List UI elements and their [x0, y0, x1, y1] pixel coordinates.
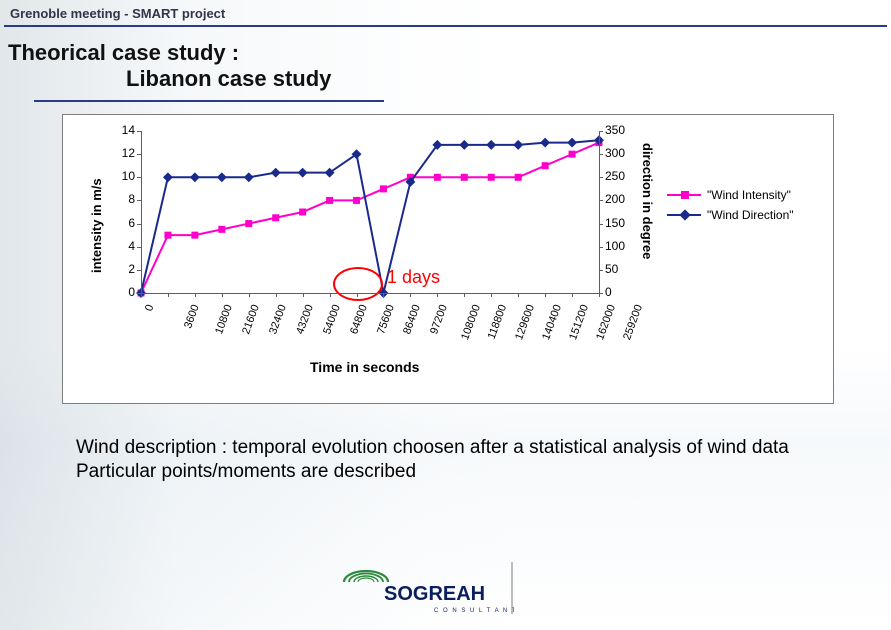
x-tick-label: 54000 [321, 303, 343, 336]
x-tick-label: 162000 [594, 303, 618, 342]
header-text: Grenoble meeting - SMART project [4, 4, 887, 25]
x-tick-label: 64800 [348, 303, 370, 336]
series-marker [567, 138, 577, 148]
y-left-tick-label: 8 [109, 192, 135, 206]
body-text: Wind description : temporal evolution ch… [76, 436, 856, 485]
series-marker [486, 140, 496, 150]
y-right-tick-label: 250 [605, 169, 639, 183]
series-marker [244, 172, 254, 182]
series-marker [353, 197, 360, 204]
series-marker [569, 151, 576, 158]
series-marker [217, 172, 227, 182]
y-left-tick-label: 14 [109, 123, 135, 137]
wind-chart: intensity in m/s direction in degree Tim… [62, 114, 834, 404]
y-right-tick-label: 300 [605, 146, 639, 160]
x-tick-label: 21600 [240, 303, 262, 336]
y-left-tick-label: 12 [109, 146, 135, 160]
series-marker [380, 185, 387, 192]
series-marker [434, 174, 441, 181]
series-marker [164, 232, 171, 239]
x-tick-label: 75600 [375, 303, 397, 336]
x-tick-label: 129600 [513, 303, 537, 342]
slide-title: Theorical case study : Libanon case stud… [8, 40, 331, 92]
sogreah-logo: SOGREAH C O N S U L T A N T S [338, 556, 514, 616]
svg-text:C O N S U L T A N T S: C O N S U L T A N T S [434, 608, 514, 614]
x-tick-label: 140400 [540, 303, 564, 342]
y-right-tick-label: 0 [605, 285, 639, 299]
series-marker [513, 140, 523, 150]
legend-item: "Wind Intensity" [667, 185, 794, 205]
chart-legend: "Wind Intensity" "Wind Direction" [667, 185, 794, 225]
series-marker [245, 220, 252, 227]
x-tick-label: 43200 [294, 303, 316, 336]
x-tick-label: 108000 [460, 303, 484, 342]
series-marker [163, 172, 173, 182]
legend-label: "Wind Intensity" [707, 188, 791, 202]
annotation-label: 1 days [387, 267, 440, 288]
y-left-tick-label: 6 [109, 216, 135, 230]
series-marker [461, 174, 468, 181]
annotation-oval [333, 267, 383, 301]
slide-header: Grenoble meeting - SMART project [4, 4, 887, 27]
series-marker [298, 168, 308, 178]
body-paragraph-1: Wind description : temporal evolution ch… [76, 436, 856, 460]
x-tick-label: 259200 [621, 303, 645, 342]
x-tick-label: 32400 [267, 303, 289, 336]
y-right-tick-label: 350 [605, 123, 639, 137]
title-line-2: Libanon case study [126, 66, 331, 92]
title-underline [34, 100, 384, 102]
series-marker [326, 197, 333, 204]
x-tick-label: 10800 [213, 303, 235, 336]
x-tick-label: 97200 [429, 303, 451, 336]
series-marker [218, 226, 225, 233]
series-marker [542, 162, 549, 169]
svg-text:SOGREAH: SOGREAH [384, 583, 485, 605]
series-marker [540, 138, 550, 148]
header-rule [4, 25, 887, 27]
y-right-tick-label: 100 [605, 239, 639, 253]
x-tick-label: 0 [143, 303, 156, 313]
y-left-axis-title: intensity in m/s [89, 178, 104, 273]
series-marker [271, 168, 281, 178]
series-marker [515, 174, 522, 181]
x-axis-title: Time in seconds [310, 359, 419, 375]
x-tick-label: 151200 [567, 303, 591, 342]
x-tick-label: 3600 [182, 303, 202, 330]
y-left-tick-label: 10 [109, 169, 135, 183]
series-marker [459, 140, 469, 150]
y-left-tick-label: 2 [109, 262, 135, 276]
x-tick-label: 86400 [402, 303, 424, 336]
x-tick-label: 118800 [486, 303, 510, 341]
series-marker [191, 232, 198, 239]
title-line-1: Theorical case study : [8, 40, 331, 66]
y-right-tick-label: 50 [605, 262, 639, 276]
series-marker [190, 172, 200, 182]
legend-swatch [667, 208, 701, 222]
y-right-tick-label: 200 [605, 192, 639, 206]
legend-swatch [667, 188, 701, 202]
y-left-tick-label: 4 [109, 239, 135, 253]
body-paragraph-2: Particular points/moments are described [76, 460, 856, 484]
y-right-axis-title: direction in degree [640, 143, 655, 259]
y-left-tick-label: 0 [109, 285, 135, 299]
legend-item: "Wind Direction" [667, 205, 794, 225]
series-marker [488, 174, 495, 181]
series-marker [272, 214, 279, 221]
y-right-tick-label: 150 [605, 216, 639, 230]
series-marker [299, 209, 306, 216]
legend-label: "Wind Direction" [707, 208, 794, 222]
